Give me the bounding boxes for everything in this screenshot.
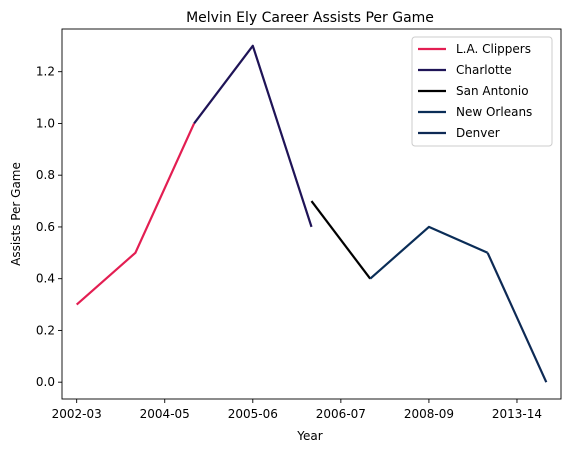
y-tick-label: 1.2 <box>36 65 55 79</box>
legend: L.A. Clippers Charlotte San Antonio New Orl… <box>411 36 553 147</box>
x-axis: 2002-03 2004-05 2005-06 2006-07 2008-09 2013-… <box>52 399 542 421</box>
chart-title: Melvin Ely Career Assists Per Game <box>186 10 434 26</box>
y-tick-label: 1.0 <box>36 116 55 130</box>
x-tick-label: 2002-03 <box>52 407 102 421</box>
series-line-1 <box>193 44 313 228</box>
x-tick-label: 2005-06 <box>228 407 278 421</box>
series-line-0 <box>75 122 196 306</box>
series-line-4 <box>486 252 548 383</box>
legend-box <box>411 36 553 147</box>
series-line-2 <box>310 200 372 280</box>
y-tick-label: 0.2 <box>36 323 55 337</box>
x-axis-label: Year <box>296 429 322 443</box>
y-tick-label: 0.0 <box>36 375 55 389</box>
y-axis: 0.0 0.2 0.4 0.6 0.8 1.0 1.2 <box>36 65 62 389</box>
legend-label: L.A. Clippers <box>456 42 531 56</box>
plot-frame <box>61 28 562 400</box>
y-tick-label: 0.6 <box>36 220 55 234</box>
series-layer <box>75 44 548 383</box>
x-tick-label: 2008-09 <box>404 407 454 421</box>
y-tick-label: 0.8 <box>36 168 55 182</box>
series-line-3 <box>369 225 489 280</box>
x-tick-label: 2013-14 <box>492 407 542 421</box>
x-tick-label: 2006-07 <box>316 407 366 421</box>
legend-label: Denver <box>456 126 500 140</box>
legend-label: San Antonio <box>456 84 529 98</box>
x-tick-label: 2004-05 <box>140 407 190 421</box>
legend-label: Charlotte <box>456 63 512 77</box>
legend-label: New Orleans <box>456 105 532 119</box>
y-axis-label: Assists Per Game <box>9 162 23 266</box>
y-tick-label: 0.4 <box>36 272 55 286</box>
